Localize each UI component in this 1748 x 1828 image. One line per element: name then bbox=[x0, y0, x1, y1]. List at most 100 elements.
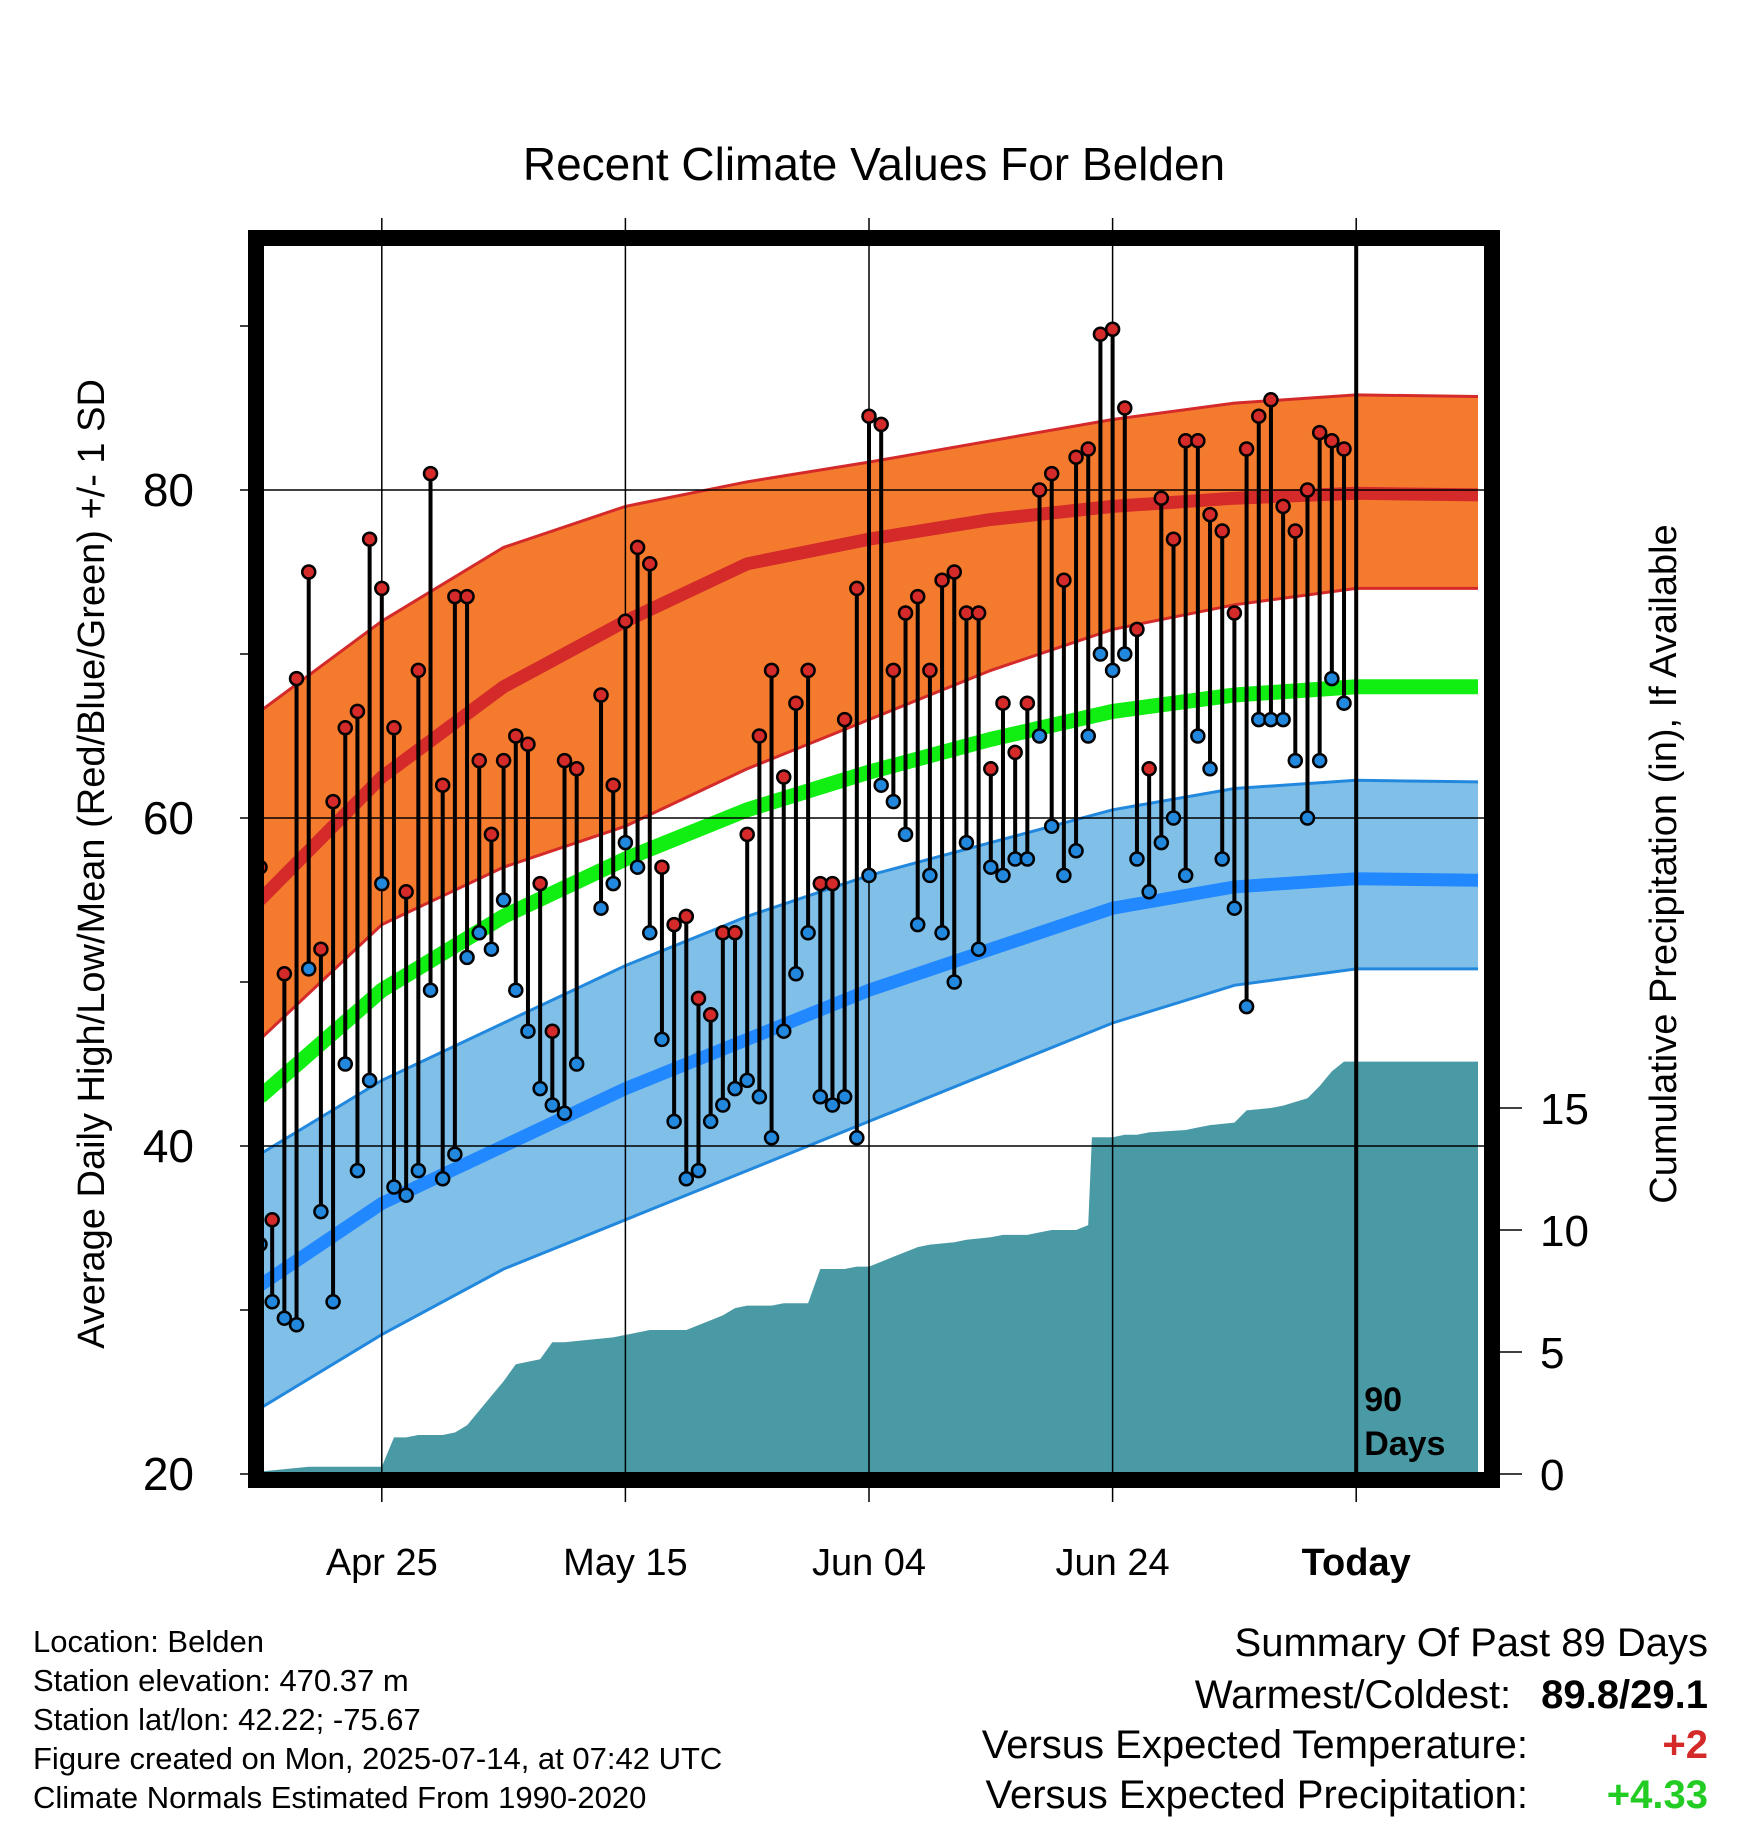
high-point bbox=[349, 703, 366, 720]
low-point bbox=[1202, 761, 1218, 777]
high-point bbox=[568, 761, 585, 777]
high-point bbox=[678, 908, 695, 925]
low-point bbox=[788, 966, 804, 982]
x-tick-label: Apr 25 bbox=[326, 1542, 438, 1584]
low-point bbox=[654, 1031, 670, 1048]
low-point bbox=[276, 1310, 293, 1326]
low-point bbox=[715, 1097, 731, 1113]
high-point bbox=[849, 580, 865, 597]
high-point bbox=[654, 859, 670, 875]
high-point bbox=[313, 941, 329, 957]
low-point bbox=[836, 1089, 853, 1105]
low-point bbox=[922, 867, 938, 884]
climate-chart: 90 Days Apr 25 May 15 Jun 04 Jun 24 Today 20 40 6… bbox=[71, 138, 1685, 1584]
high-point bbox=[751, 728, 768, 744]
high-point bbox=[1190, 433, 1206, 449]
high-point bbox=[605, 777, 621, 793]
low-point bbox=[727, 1080, 743, 1097]
high-point bbox=[398, 884, 414, 900]
normals-text: Climate Normals Estimated From 1990-2020 bbox=[33, 1780, 647, 1815]
x-tick-label: Jun 24 bbox=[1056, 1542, 1170, 1584]
high-point bbox=[1238, 441, 1255, 457]
low-point bbox=[995, 867, 1011, 884]
high-point bbox=[1165, 531, 1182, 547]
low-point bbox=[349, 1162, 366, 1179]
high-point bbox=[934, 572, 950, 588]
low-point bbox=[264, 1294, 280, 1310]
low-point bbox=[1153, 834, 1170, 851]
low-point bbox=[1311, 752, 1328, 769]
high-point bbox=[1202, 506, 1218, 523]
low-point bbox=[1226, 900, 1243, 916]
precipitation-area bbox=[262, 1061, 1478, 1474]
high-point bbox=[1007, 744, 1023, 761]
location-text: Location: Belden bbox=[33, 1624, 264, 1659]
high-point bbox=[508, 728, 524, 744]
low-point bbox=[812, 1089, 829, 1105]
high-point bbox=[922, 662, 938, 679]
warm-cold-row: Warmest/Coldest: 89.8/29.1 bbox=[982, 1670, 1708, 1720]
low-point bbox=[629, 859, 646, 875]
low-point bbox=[556, 1105, 573, 1121]
high-point bbox=[946, 564, 963, 580]
high-point bbox=[532, 875, 548, 892]
created-text: Figure created on Mon, 2025-07-14, at 07… bbox=[33, 1741, 723, 1776]
low-point bbox=[1165, 810, 1182, 826]
low-point bbox=[1238, 998, 1255, 1015]
high-point bbox=[909, 588, 926, 605]
high-point bbox=[970, 605, 987, 621]
high-point bbox=[1129, 621, 1145, 638]
low-point bbox=[958, 834, 975, 851]
high-point bbox=[861, 408, 877, 424]
y-tick-label: 40 bbox=[143, 1120, 194, 1172]
low-point bbox=[885, 793, 902, 810]
low-point bbox=[300, 961, 317, 977]
low-point bbox=[1275, 711, 1291, 728]
low-point bbox=[861, 867, 877, 884]
high-point bbox=[1141, 761, 1157, 777]
low-point bbox=[897, 826, 914, 843]
low-point bbox=[1080, 728, 1096, 744]
high-point bbox=[495, 752, 512, 769]
high-point bbox=[1104, 321, 1121, 338]
low-point bbox=[763, 1130, 780, 1146]
y-axis-label: Average Daily High/Low/Mean (Red/Blue/Gr… bbox=[71, 379, 113, 1349]
precip-row: Versus Expected Precipitation: +4.33 bbox=[982, 1770, 1708, 1820]
low-point bbox=[678, 1171, 695, 1187]
high-point bbox=[471, 752, 487, 769]
high-point bbox=[410, 662, 427, 679]
high-point bbox=[1287, 523, 1304, 539]
high-point bbox=[739, 826, 755, 843]
high-point bbox=[642, 556, 658, 572]
low-point bbox=[1299, 810, 1316, 826]
low-point bbox=[873, 777, 889, 793]
high-point bbox=[276, 966, 293, 982]
high-point bbox=[300, 564, 317, 580]
high-point bbox=[897, 605, 914, 621]
low-point bbox=[1019, 851, 1036, 867]
warm-cold-value: 89.8/29.1 bbox=[1541, 1673, 1708, 1717]
y2-tick-label: 0 bbox=[1540, 1451, 1564, 1500]
high-point bbox=[1311, 424, 1328, 441]
low-point bbox=[520, 1023, 536, 1039]
low-point bbox=[1177, 867, 1194, 884]
high-point bbox=[1056, 572, 1072, 588]
chart-title: Recent Climate Values For Belden bbox=[523, 138, 1225, 190]
low-point bbox=[751, 1089, 768, 1105]
low-point bbox=[800, 925, 816, 941]
temp-row: Versus Expected Temperature: +2 bbox=[982, 1720, 1708, 1770]
y2-tick-label: 15 bbox=[1540, 1085, 1589, 1134]
x-tick-label: Today bbox=[1302, 1542, 1411, 1584]
high-point bbox=[995, 695, 1011, 711]
high-point bbox=[422, 465, 439, 482]
today-label-days: Days bbox=[1364, 1425, 1445, 1463]
y2-tick-label: 10 bbox=[1540, 1207, 1589, 1256]
high-point bbox=[520, 736, 536, 752]
low-point bbox=[1324, 670, 1340, 687]
high-point bbox=[459, 588, 475, 605]
high-point bbox=[1019, 695, 1036, 711]
low-point bbox=[1129, 851, 1145, 867]
high-point bbox=[1117, 400, 1133, 416]
high-point bbox=[1226, 605, 1243, 621]
high-point bbox=[1275, 498, 1291, 515]
